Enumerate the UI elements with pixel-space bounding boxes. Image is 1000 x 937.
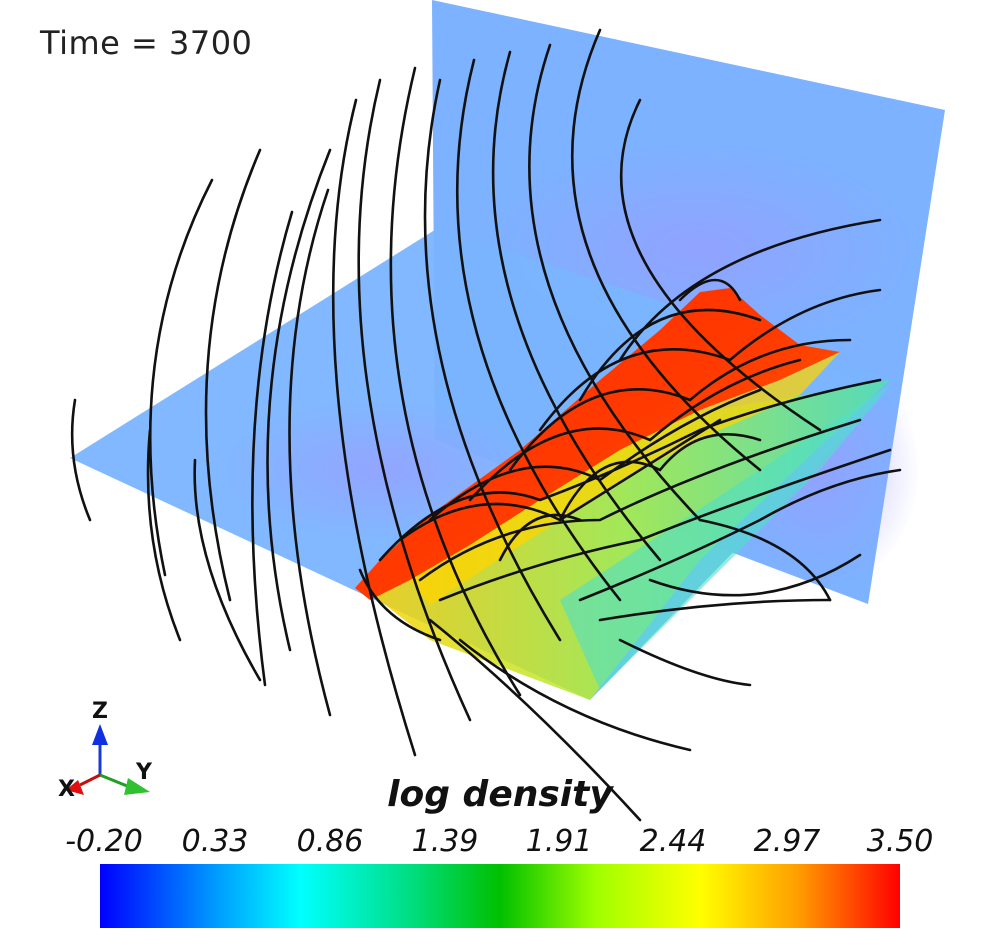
colorbar-tick: 2.97 bbox=[753, 824, 821, 859]
colorbar-tick: 2.44 bbox=[639, 824, 707, 859]
colorbar-tick: 0.33 bbox=[181, 824, 249, 859]
z-axis-label: Z bbox=[92, 699, 108, 724]
dense-sheet-lower bbox=[360, 380, 890, 700]
colorbar-tick: 1.39 bbox=[411, 824, 479, 859]
y-axis-arrow-icon bbox=[124, 778, 150, 795]
x-axis-arrow-icon bbox=[66, 780, 84, 795]
colorbar-tick: 0.86 bbox=[296, 824, 364, 859]
dense-band-red bbox=[355, 288, 840, 600]
magnetic-field-lines bbox=[70, 28, 902, 822]
colorbar-tick: 1.91 bbox=[525, 824, 593, 859]
y-axis-label: Y bbox=[135, 760, 153, 785]
colorbar-title: log density bbox=[387, 774, 613, 815]
colorbar-tick: 3.50 bbox=[866, 824, 934, 859]
time-label: Time = 3700 bbox=[40, 24, 253, 62]
colorbar-gradient bbox=[100, 864, 900, 928]
colorbar-tick: -0.20 bbox=[65, 824, 143, 859]
orientation-axes: Z Y X bbox=[58, 699, 153, 802]
z-axis-arrow-icon bbox=[92, 724, 108, 745]
x-axis-label: X bbox=[58, 777, 75, 802]
